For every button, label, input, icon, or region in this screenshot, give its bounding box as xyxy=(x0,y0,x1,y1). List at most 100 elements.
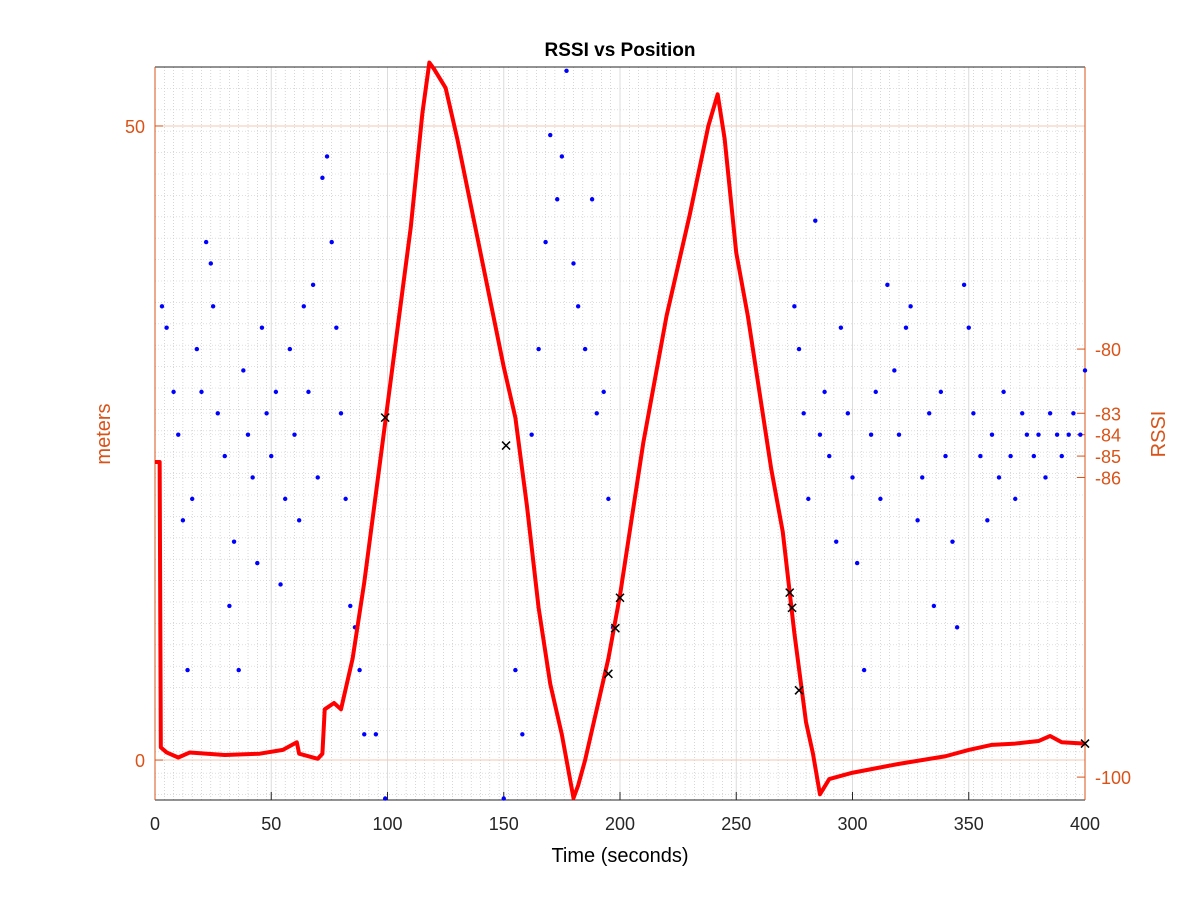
rssi-dot xyxy=(287,346,293,352)
cross-marker xyxy=(794,685,804,695)
x-tick-label: 250 xyxy=(721,814,751,834)
rssi-dot xyxy=(301,304,306,309)
rssi-dot xyxy=(255,560,260,566)
rssi-dot xyxy=(927,411,932,416)
rssi-dot xyxy=(159,304,165,309)
rssi-dot xyxy=(543,239,548,245)
rssi-dot xyxy=(310,282,316,288)
rssi-dot xyxy=(950,539,955,544)
rssi-dot xyxy=(896,432,902,437)
rssi-dot xyxy=(529,432,534,437)
rssi-dot xyxy=(199,389,204,395)
y2-tick-label: -84 xyxy=(1095,426,1121,446)
rssi-dot xyxy=(1071,411,1076,416)
rssi-dot xyxy=(180,518,186,523)
y2-tick-label: -86 xyxy=(1095,468,1121,488)
rssi-dot xyxy=(222,453,227,459)
chart-title: RSSI vs Position xyxy=(545,40,696,61)
rssi-dot xyxy=(231,539,237,544)
rssi-dot xyxy=(1020,411,1025,416)
rssi-dot xyxy=(892,368,897,373)
rssi-dot xyxy=(269,453,274,459)
rssi-dot xyxy=(548,132,553,138)
rssi-dot xyxy=(801,411,806,416)
rssi-dot xyxy=(915,518,920,523)
rssi-dot xyxy=(250,475,255,480)
rssi-dot xyxy=(324,154,330,159)
rssi-dot xyxy=(245,432,251,437)
rssi-dot xyxy=(966,325,971,330)
rssi-dot xyxy=(1008,453,1013,459)
rssi-dot xyxy=(822,389,827,395)
cross-marker xyxy=(787,603,797,613)
rssi-dot xyxy=(594,411,599,416)
rssi-dot xyxy=(215,411,220,416)
y2-tick-label: -83 xyxy=(1095,404,1121,424)
rssi-dot xyxy=(259,325,265,330)
rssi-dot xyxy=(908,304,913,309)
rssi-dot xyxy=(171,389,176,395)
x-tick-label: 350 xyxy=(954,814,984,834)
rssi-dot xyxy=(264,411,269,416)
rssi-dot xyxy=(306,389,311,395)
rssi-dot xyxy=(241,368,246,373)
rssi-dot xyxy=(1001,389,1006,395)
rssi-dot xyxy=(878,496,883,502)
rssi-dot xyxy=(348,603,353,609)
rssi-dot xyxy=(194,346,200,352)
rssi-dot xyxy=(208,261,213,266)
y2-tick-label: -85 xyxy=(1095,447,1121,467)
rssi-dot xyxy=(854,560,860,566)
rssi-dot xyxy=(334,325,339,330)
rssi-dot xyxy=(210,304,216,309)
rssi-dot xyxy=(315,475,320,480)
rssi-dot xyxy=(931,603,937,609)
rssi-dot xyxy=(564,68,569,74)
rssi-dot xyxy=(943,453,948,459)
rssi-dot xyxy=(996,475,1002,480)
rssi-dot xyxy=(343,496,348,502)
rssi-dot xyxy=(513,667,518,673)
rssi-dot xyxy=(589,197,595,202)
rssi-dot xyxy=(1013,496,1018,502)
rssi-dot xyxy=(164,325,169,330)
rssi-dot xyxy=(1043,475,1048,480)
x-tick-label: 200 xyxy=(605,814,635,834)
rssi-dot xyxy=(362,732,367,737)
rssi-dot xyxy=(1047,411,1053,416)
rssi-dot xyxy=(320,175,325,181)
rssi-dot xyxy=(850,475,855,480)
rssi-dot xyxy=(1059,453,1064,459)
x-tick-label: 100 xyxy=(372,814,402,834)
rssi-dot xyxy=(582,346,588,352)
rssi-dot xyxy=(520,732,525,737)
rssi-dot xyxy=(838,325,844,330)
cross-marker xyxy=(615,593,625,603)
rssi-dot xyxy=(601,389,606,395)
y2-tick-label: -100 xyxy=(1095,768,1131,788)
rssi-dot xyxy=(885,282,890,288)
rssi-dot xyxy=(338,411,344,416)
rssi-dot xyxy=(868,432,874,437)
rssi-dot xyxy=(575,304,581,309)
rssi-dot xyxy=(559,154,565,159)
cross-marker xyxy=(1080,739,1090,749)
y2-tick-label: -80 xyxy=(1095,340,1121,360)
rssi-dot xyxy=(501,796,506,801)
y-tick-label: 50 xyxy=(125,117,145,137)
rssi-dot xyxy=(1066,432,1071,437)
rssi-dot xyxy=(190,496,195,502)
rssi-dot xyxy=(954,625,960,630)
x-tick-label: 50 xyxy=(261,814,281,834)
rssi-dot xyxy=(845,411,851,416)
y-axis-label: meters xyxy=(93,403,115,464)
rssi-dot xyxy=(792,304,797,309)
rssi-dot xyxy=(938,389,944,395)
rssi-dot xyxy=(185,667,190,673)
rssi-dot xyxy=(834,539,839,544)
cross-marker xyxy=(785,588,795,598)
cross-marker xyxy=(603,669,613,679)
rssi-dot xyxy=(817,432,823,437)
rssi-dot xyxy=(292,432,297,437)
